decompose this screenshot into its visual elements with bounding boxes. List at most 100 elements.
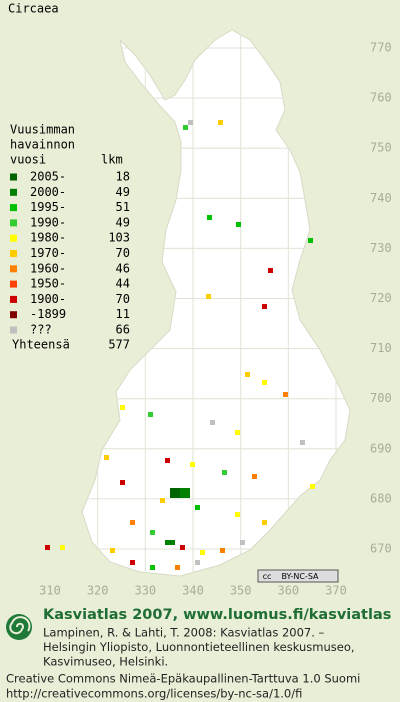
legend-label: 1950- xyxy=(30,277,66,291)
legend-count: 70 xyxy=(116,246,130,260)
square xyxy=(218,120,223,125)
square xyxy=(283,392,288,397)
square xyxy=(180,488,190,498)
legend-swatch xyxy=(10,173,17,181)
square xyxy=(45,545,50,550)
observation-squares xyxy=(45,120,315,570)
legend-column: lkm xyxy=(101,153,123,167)
square xyxy=(130,560,135,565)
citation-line: Helsingin Yliopisto, Luonnontieteellinen… xyxy=(43,640,355,654)
square xyxy=(262,304,267,309)
square xyxy=(252,474,257,479)
legend-count: 18 xyxy=(116,170,130,184)
legend-count: 49 xyxy=(116,215,130,229)
y-tick-label: 720 xyxy=(370,291,392,305)
legend-swatch xyxy=(10,188,17,196)
square xyxy=(207,215,212,220)
y-ticks: 670 680 690 700 710 720 730 740 750 760 770 xyxy=(370,41,392,556)
legend-swatch xyxy=(10,219,17,227)
legend-swatch xyxy=(10,234,17,242)
square xyxy=(175,565,180,570)
x-tick-label: 340 xyxy=(182,584,204,598)
square xyxy=(300,440,305,445)
y-tick-label: 770 xyxy=(370,41,392,55)
square xyxy=(120,480,125,485)
square xyxy=(222,470,227,475)
square xyxy=(188,120,193,125)
square xyxy=(148,412,153,417)
square xyxy=(262,380,267,385)
logo xyxy=(6,614,32,640)
legend-swatch xyxy=(10,280,17,288)
legend-count: 51 xyxy=(116,200,130,214)
square xyxy=(235,512,240,517)
legend-label: 1990- xyxy=(30,215,66,229)
y-tick-label: 690 xyxy=(370,441,392,455)
legend-label: 1970- xyxy=(30,246,66,260)
y-tick-label: 680 xyxy=(370,491,392,505)
square xyxy=(220,548,225,553)
legend-count: 46 xyxy=(116,261,130,275)
logo-spiral xyxy=(9,616,31,635)
square xyxy=(190,462,195,467)
citation: Lampinen, R. & Lahti, T. 2008: Kasviatla… xyxy=(43,626,355,669)
legend-heading: Vuusimman xyxy=(10,123,75,137)
legend-swatch xyxy=(10,204,17,212)
square xyxy=(236,222,241,227)
square xyxy=(200,550,205,555)
square xyxy=(195,505,200,510)
brand: Kasviatlas 2007, www.luomus.fi/kasviatla… xyxy=(43,607,391,623)
legend-swatch xyxy=(10,295,17,303)
legend-count: 66 xyxy=(116,323,130,337)
y-tick-label: 710 xyxy=(370,341,392,355)
x-tick-label: 360 xyxy=(277,584,299,598)
badge-text: BY-NC-SA xyxy=(281,572,319,581)
legend-label: 1900- xyxy=(30,292,66,306)
square xyxy=(245,372,250,377)
x-tick-label: 320 xyxy=(87,584,109,598)
legend-label: 1995- xyxy=(30,200,66,214)
x-tick-label: 330 xyxy=(134,584,156,598)
x-tick-label: 350 xyxy=(230,584,252,598)
y-tick-label: 730 xyxy=(370,241,392,255)
badge-box xyxy=(257,569,339,583)
legend-swatch xyxy=(10,326,17,334)
square xyxy=(310,484,315,489)
legend-count: 44 xyxy=(116,277,130,291)
x-tick-label: 310 xyxy=(39,584,61,598)
square xyxy=(104,455,109,460)
square xyxy=(262,520,267,525)
total-label: Yhteensä xyxy=(12,338,70,352)
legend-swatch xyxy=(10,265,17,273)
square xyxy=(165,540,175,545)
square xyxy=(195,560,200,565)
legend-count: 11 xyxy=(116,307,130,321)
legend-count: 103 xyxy=(108,231,130,245)
map-title: Circaea xyxy=(8,2,59,16)
square xyxy=(206,294,211,299)
license-badge: cc BY-NC-SA xyxy=(257,569,339,583)
y-tick-label: 760 xyxy=(370,91,392,105)
square xyxy=(180,545,185,550)
total-count: 577 xyxy=(108,338,130,352)
license: Creative Commons Nimeä-Epäkaupallinen-Ta… xyxy=(6,672,360,701)
square xyxy=(240,540,245,545)
legend-heading: havainnon xyxy=(10,138,75,152)
citation-line: Kasvimuseo, Helsinki. xyxy=(43,655,168,669)
legend-swatch xyxy=(10,311,17,319)
legend-column: vuosi xyxy=(10,153,46,167)
x-ticks: 310 320 330 340 350 360 370 xyxy=(39,584,347,598)
x-tick-label: 370 xyxy=(325,584,347,598)
y-tick-label: 750 xyxy=(370,141,392,155)
square xyxy=(160,498,165,503)
square xyxy=(120,405,125,410)
badge-icon: cc xyxy=(263,572,272,581)
legend-label: -1899 xyxy=(30,307,66,321)
license-line: Creative Commons Nimeä-Epäkaupallinen-Ta… xyxy=(6,672,360,686)
y-tick-label: 670 xyxy=(370,542,392,556)
square xyxy=(268,268,273,273)
square xyxy=(150,565,155,570)
